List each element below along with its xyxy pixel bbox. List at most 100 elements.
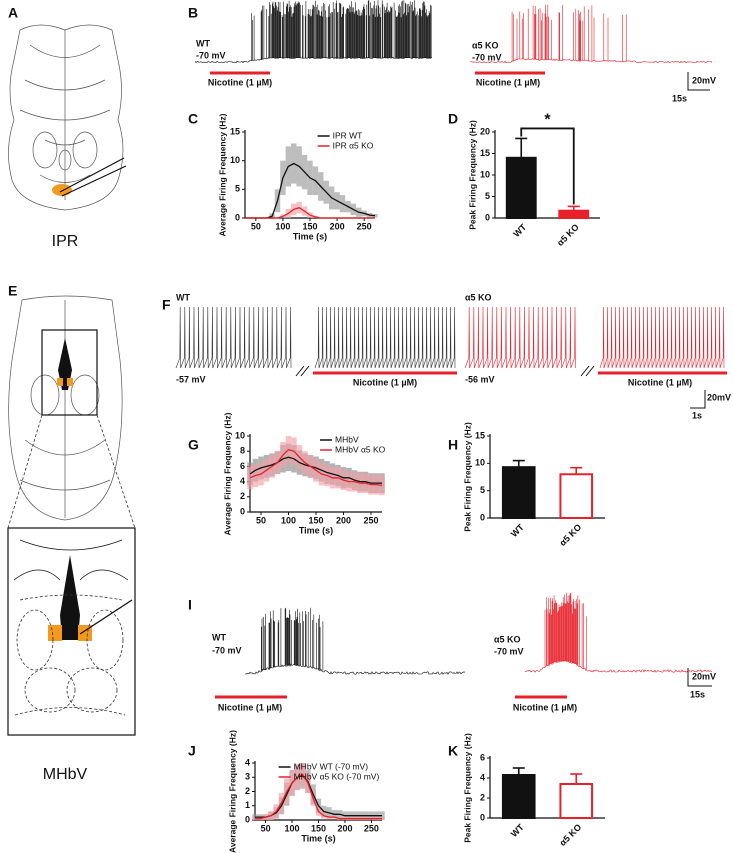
x-tick-label: 200 <box>330 221 345 231</box>
x-tick-label: 50 <box>251 221 261 231</box>
y-tick-label: 0 <box>480 512 485 522</box>
y-axis-label: Peak Firing Frequency (Hz) <box>462 733 472 843</box>
panel-label: I <box>188 597 192 613</box>
drug-label: Nicotine (1 µM) <box>208 77 272 87</box>
trace-potential: -70 mV <box>212 645 242 655</box>
legend-label: MHbV <box>335 434 359 444</box>
panel-label: A <box>8 5 18 21</box>
voltage-trace <box>244 607 466 675</box>
x-axis-label: Time (s) <box>293 231 327 241</box>
bar <box>505 156 537 220</box>
bar <box>501 466 536 520</box>
y-tick-label: 5 <box>480 485 485 495</box>
panel-label: J <box>188 743 196 759</box>
panel-label: G <box>188 437 199 453</box>
legend-label: MHbV α5 KO (-70 mV) <box>294 771 380 781</box>
scale-time: 15s <box>690 689 705 699</box>
panel-label: B <box>188 5 198 21</box>
x-tick-label: 250 <box>363 515 378 525</box>
scale-voltage: 20mV <box>692 75 716 85</box>
voltage-trace <box>194 0 433 64</box>
y-tick-label: 5 <box>485 191 490 201</box>
trace-genotype: α5 KO <box>465 292 492 302</box>
x-tick-label: α5 KO <box>558 522 584 548</box>
trace-potential: -70 mV <box>196 50 226 60</box>
legend-label: IPR WT <box>333 130 363 140</box>
y-tick-label: 3 <box>245 772 250 782</box>
panel-label: C <box>188 111 198 127</box>
trace-genotype: WT <box>176 292 190 302</box>
legend-label: MHbV WT (-70 mV) <box>294 761 369 771</box>
series-line <box>255 773 382 820</box>
x-tick-label: α5 KO <box>558 822 584 848</box>
y-tick-label: 5 <box>235 184 240 194</box>
y-tick-label: 6 <box>240 461 245 471</box>
y-tick-label: 2 <box>240 491 245 501</box>
drug-label: Nicotine (1 µM) <box>353 377 417 387</box>
x-tick-label: 150 <box>302 221 317 231</box>
y-tick-label: 15 <box>480 148 490 158</box>
voltage-trace <box>175 306 292 369</box>
significance-bracket <box>520 127 575 205</box>
trace-potential: -57 mV <box>176 374 206 384</box>
legend-label: MHbV α5 KO <box>335 444 386 454</box>
y-tick-label: 15 <box>475 430 485 440</box>
y-tick-label: 0 <box>245 814 250 824</box>
panel-label: E <box>8 283 17 299</box>
x-tick-label: WT <box>509 522 526 539</box>
y-tick-label: 0 <box>235 212 240 222</box>
y-tick-label: 20 <box>480 126 490 136</box>
panel-label: D <box>448 111 458 127</box>
series-line <box>249 456 382 484</box>
scale-bar <box>690 390 706 409</box>
panel-label: K <box>448 743 458 759</box>
bar <box>559 473 594 519</box>
region-label: IPR <box>52 233 79 250</box>
x-tick-label: 200 <box>337 823 352 833</box>
drug-label: Nicotine (1 µM) <box>218 702 282 712</box>
bar <box>559 783 594 819</box>
scale-bar <box>687 72 710 91</box>
trace-genotype: α5 KO <box>494 634 521 644</box>
break-mark <box>295 365 595 377</box>
atlas-ipr <box>8 24 127 211</box>
x-tick-label: 250 <box>364 823 379 833</box>
panel-label: H <box>448 437 458 453</box>
y-tick-label: 8 <box>240 446 245 456</box>
bar <box>558 209 590 220</box>
panel-label: F <box>162 297 171 313</box>
legend-label: IPR α5 KO <box>333 140 374 150</box>
voltage-trace <box>599 306 725 369</box>
x-tick-label: 100 <box>285 823 300 833</box>
voltage-trace <box>469 4 713 64</box>
drug-label: Nicotine (1 µM) <box>628 377 692 387</box>
y-axis-label: Average Firing Frequency (Hz) <box>222 412 232 535</box>
series-line <box>255 775 382 818</box>
y-tick-label: 10 <box>480 169 490 179</box>
scale-voltage: 20mV <box>707 392 731 402</box>
atlas-mhbv <box>7 295 136 736</box>
voltage-trace <box>464 306 576 369</box>
y-tick-label: 2 <box>480 792 485 802</box>
bar <box>501 774 536 819</box>
trace-genotype: WT <box>196 38 210 48</box>
trace-potential: -56 mV <box>465 374 495 384</box>
x-axis-label: Time (s) <box>301 833 335 843</box>
x-tick-label: 100 <box>275 221 290 231</box>
scale-time: 1s <box>692 410 702 420</box>
series-line <box>245 206 375 219</box>
y-tick-label: 15 <box>230 126 240 136</box>
x-tick-label: 250 <box>357 221 372 231</box>
voltage-trace <box>314 306 456 369</box>
trace-potential: -70 mV <box>494 646 524 656</box>
region-label: MHbV <box>43 766 88 783</box>
x-tick-label: 200 <box>336 515 351 525</box>
y-tick-label: 4 <box>480 772 485 782</box>
y-tick-label: 0 <box>480 812 485 822</box>
y-tick-label: 0 <box>240 506 245 516</box>
x-tick-label: 50 <box>256 515 266 525</box>
error-band <box>372 213 378 218</box>
x-tick-label: 150 <box>311 823 326 833</box>
drug-label: Nicotine (1 µM) <box>513 702 577 712</box>
